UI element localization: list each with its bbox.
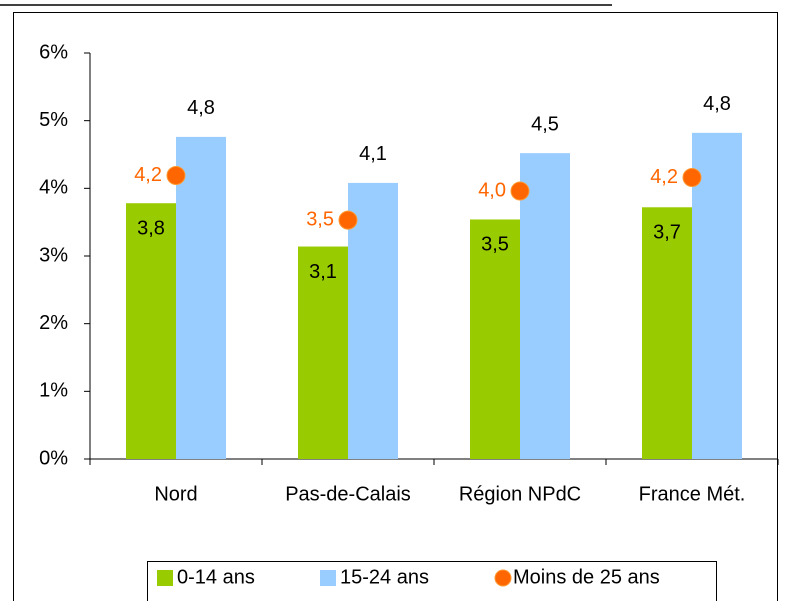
value-label: 3,5 xyxy=(481,234,509,256)
chart-border xyxy=(13,12,778,601)
bar xyxy=(520,153,570,459)
legend-swatch xyxy=(157,570,173,586)
value-label: 3,8 xyxy=(137,218,165,240)
value-label: 4,8 xyxy=(187,97,215,119)
value-label: 4,2 xyxy=(134,164,162,186)
point xyxy=(166,165,186,185)
value-label: 4,1 xyxy=(359,143,387,165)
point xyxy=(510,181,530,201)
y-tick-label: 3% xyxy=(39,244,68,266)
bar xyxy=(126,203,176,459)
bar xyxy=(642,207,692,459)
value-label: 4,5 xyxy=(531,113,559,135)
x-tick-label: Pas-de-Calais xyxy=(285,483,411,505)
x-tick-label: Nord xyxy=(154,483,197,505)
x-tick-label: France Mét. xyxy=(639,483,746,505)
x-tick-label: Région NPdC xyxy=(459,483,581,505)
bar xyxy=(470,219,520,459)
y-tick-label: 0% xyxy=(39,447,68,469)
bar xyxy=(176,136,226,459)
y-tick-label: 2% xyxy=(39,312,68,334)
legend-box xyxy=(147,561,717,601)
value-label: 3,7 xyxy=(653,222,681,244)
y-tick-label: 6% xyxy=(39,41,68,63)
bar xyxy=(348,182,398,460)
legend-swatch xyxy=(320,570,336,586)
value-label: 4,2 xyxy=(650,166,678,188)
bar xyxy=(298,246,348,459)
bar xyxy=(692,132,742,459)
legend-label: 15-24 ans xyxy=(340,566,429,588)
legend-label: 0-14 ans xyxy=(177,566,255,588)
legend-swatch xyxy=(494,569,512,587)
point xyxy=(682,168,702,188)
y-tick-label: 5% xyxy=(39,109,68,131)
value-label: 3,1 xyxy=(309,261,337,283)
y-tick-label: 4% xyxy=(39,177,68,199)
legend-label: Moins de 25 ans xyxy=(513,566,660,588)
value-label: 4,0 xyxy=(478,179,506,201)
y-tick-label: 1% xyxy=(39,380,68,402)
point xyxy=(338,210,358,230)
value-label: 4,8 xyxy=(703,93,731,115)
value-label: 3,5 xyxy=(306,208,334,230)
